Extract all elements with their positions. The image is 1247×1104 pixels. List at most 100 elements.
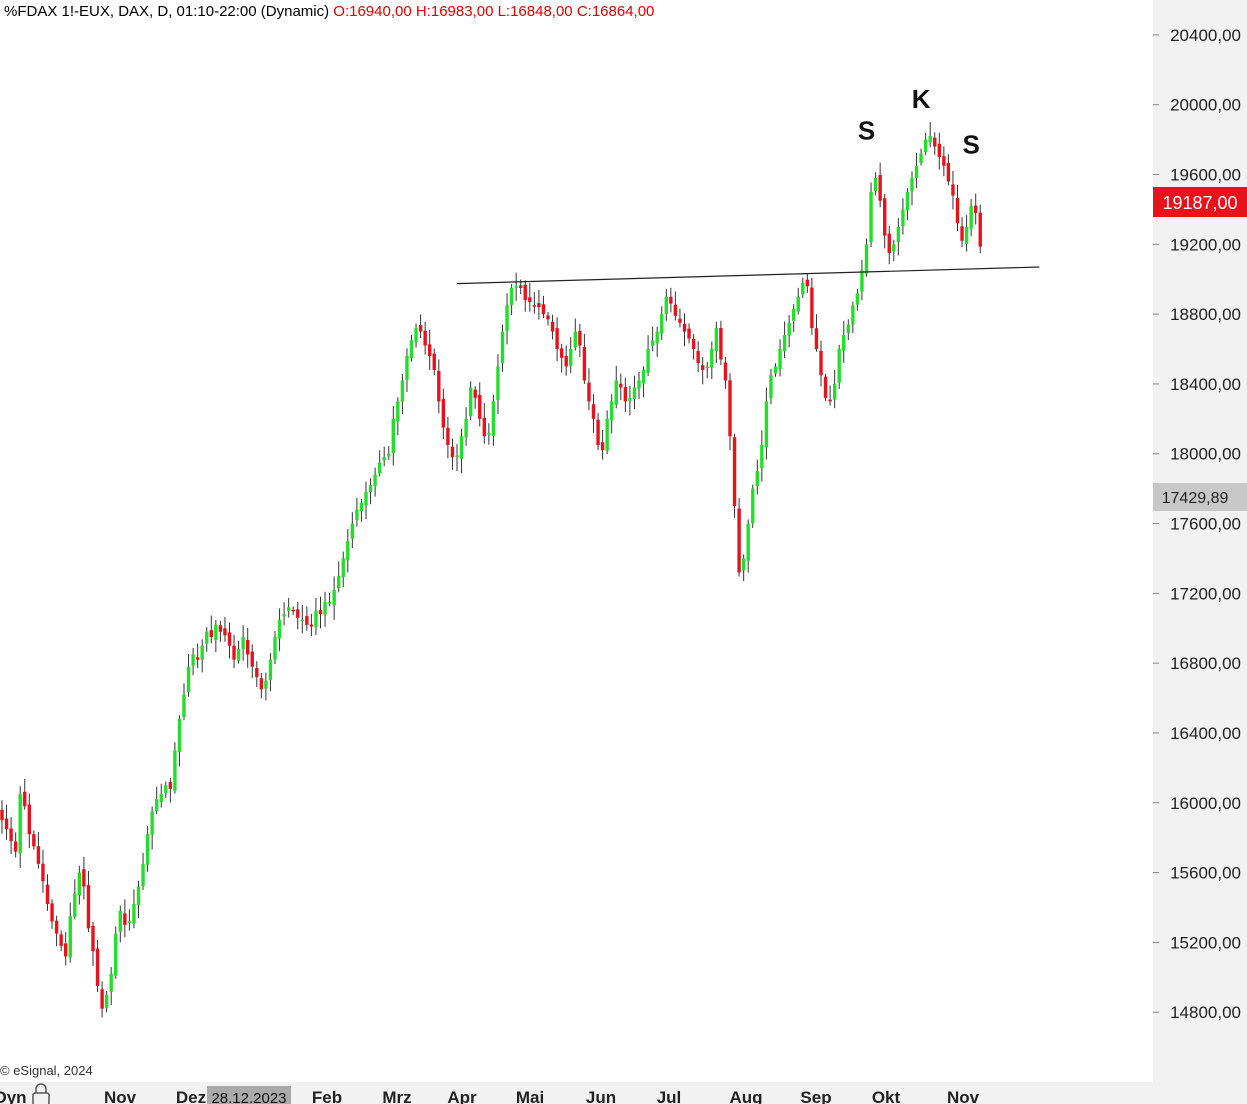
candle-body — [109, 973, 113, 992]
candle — [255, 661, 259, 687]
candle-body — [946, 162, 951, 182]
month-label: Mai — [516, 1088, 544, 1104]
candle-body — [673, 304, 678, 316]
candle — [764, 387, 769, 460]
candle — [214, 619, 218, 653]
candle-body — [418, 325, 423, 332]
candle — [195, 643, 200, 669]
candle-body — [860, 270, 864, 292]
candle-body — [969, 205, 973, 229]
candle — [832, 369, 837, 409]
candle — [719, 320, 723, 365]
candle — [332, 576, 336, 620]
candle — [441, 388, 446, 440]
candle — [628, 385, 632, 416]
crosshair-date-label: 28.12.2023 — [211, 1090, 286, 1104]
candle-body — [314, 610, 318, 628]
candle-body — [414, 328, 418, 342]
candle-body — [273, 636, 277, 660]
price-tick-label: 19200,00 — [1170, 235, 1241, 254]
candle — [837, 344, 841, 389]
candle-body — [564, 356, 568, 367]
candle-body — [869, 191, 873, 243]
candle-body — [573, 331, 577, 348]
price-tick-label: 15600,00 — [1170, 864, 1241, 883]
candle-body — [286, 607, 291, 612]
candle — [364, 481, 368, 520]
candle — [309, 613, 314, 636]
candle — [687, 323, 691, 344]
candle-body — [855, 293, 860, 305]
symbol-title: %FDAX 1!-EUX, DAX, D, 01:10-22:00 (Dynam… — [4, 3, 330, 20]
time-axis[interactable]: Nov 28.12.2023 Dez Feb Mrz Apr Mai Jun Jul Aug Sep… — [0, 1083, 980, 1104]
candle — [0, 800, 4, 834]
candle — [746, 519, 750, 573]
candle — [123, 899, 127, 938]
lock-icon[interactable] — [32, 1083, 50, 1104]
candle-body — [500, 331, 505, 364]
candle — [500, 324, 505, 372]
candle-body — [842, 335, 846, 351]
candle-body — [741, 558, 746, 571]
price-tick-label: 17200,00 — [1170, 584, 1241, 603]
candle-body — [114, 933, 118, 976]
candle-body — [760, 445, 764, 469]
price-axis-background — [1153, 0, 1247, 1104]
candle — [810, 277, 814, 335]
candle-body — [628, 397, 632, 402]
candle — [641, 366, 646, 398]
candle-body — [59, 934, 63, 946]
candle-body — [309, 624, 314, 627]
candle-body — [327, 602, 332, 604]
candle — [660, 306, 664, 340]
candle-body — [282, 614, 286, 617]
candle-body — [655, 331, 659, 344]
candle-body — [223, 628, 227, 636]
candle — [669, 287, 673, 313]
candle-body — [614, 380, 618, 405]
candle — [27, 793, 31, 849]
candle — [509, 284, 514, 316]
candle — [32, 830, 36, 850]
candle — [632, 375, 637, 410]
candle-body — [368, 485, 373, 492]
candle — [227, 622, 232, 659]
candle-body — [450, 446, 455, 458]
candle — [901, 198, 905, 235]
candle — [459, 428, 464, 474]
candle — [569, 337, 573, 374]
candle — [887, 225, 891, 265]
candle — [778, 339, 782, 377]
candle — [45, 874, 50, 911]
candle-body — [246, 639, 250, 655]
candle — [951, 170, 955, 210]
candle-body — [951, 184, 955, 196]
candle-body — [823, 376, 828, 398]
candle-body — [50, 903, 54, 922]
candle-body — [255, 668, 259, 678]
candle — [482, 403, 486, 444]
candle — [787, 315, 791, 348]
candle — [246, 627, 250, 668]
candle-body — [104, 994, 109, 1008]
candle-body — [805, 279, 810, 287]
candle — [186, 653, 191, 697]
candle — [77, 865, 82, 905]
candle — [168, 777, 173, 803]
candle-body — [382, 457, 386, 461]
candle — [946, 154, 951, 186]
candle-body — [36, 846, 41, 864]
price-axis[interactable]: 20400,00 20000,00 19600,00 19200,00 18800,00… — [1153, 26, 1241, 1022]
candle — [955, 184, 960, 232]
candle-body — [878, 174, 882, 201]
candle — [64, 932, 68, 966]
candle-body — [664, 296, 668, 314]
candle-body — [437, 370, 441, 402]
candle — [960, 217, 964, 248]
candle-body — [377, 462, 382, 474]
candle — [50, 899, 54, 929]
candle — [450, 438, 455, 470]
candle-body — [705, 366, 709, 368]
candle-body — [296, 609, 300, 618]
candle-body — [13, 841, 18, 852]
